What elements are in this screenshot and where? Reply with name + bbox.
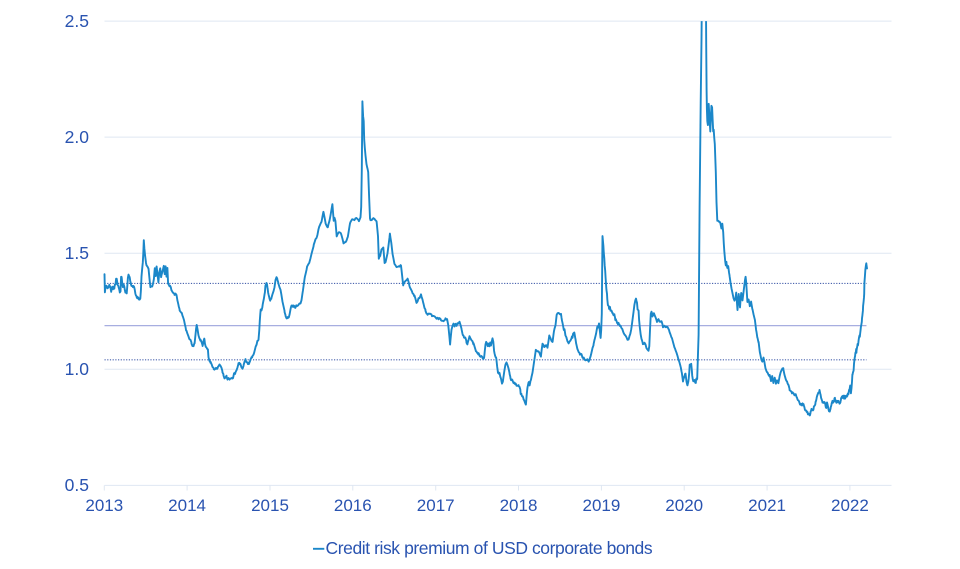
svg-text:2016: 2016 [334, 496, 372, 515]
svg-text:2.5: 2.5 [65, 11, 89, 31]
svg-text:2014: 2014 [168, 496, 206, 515]
svg-text:1.5: 1.5 [65, 243, 89, 263]
svg-text:2020: 2020 [665, 496, 703, 515]
svg-text:0.5: 0.5 [65, 475, 89, 495]
svg-text:2015: 2015 [251, 496, 289, 515]
svg-text:2017: 2017 [417, 496, 455, 515]
svg-text:2022: 2022 [831, 496, 869, 515]
svg-text:1.0: 1.0 [65, 359, 90, 379]
svg-text:2.0: 2.0 [65, 127, 90, 147]
svg-text:2021: 2021 [748, 496, 786, 515]
svg-text:2018: 2018 [500, 496, 538, 515]
svg-text:Credit risk premium of USD cor: Credit risk premium of USD corporate bon… [326, 538, 653, 558]
svg-text:2019: 2019 [582, 496, 620, 515]
svg-text:2013: 2013 [85, 496, 123, 515]
